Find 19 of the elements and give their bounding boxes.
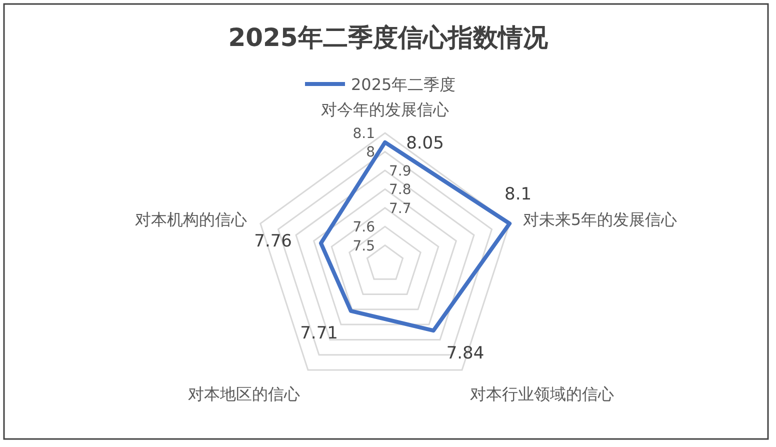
chart-title: 2025年二季度信心指数情况	[228, 23, 549, 52]
y-tick-label: 7.9	[389, 163, 412, 180]
spoke-label: 对今年的发展信心	[321, 100, 449, 119]
spoke-label: 对未来5年的发展信心	[522, 210, 678, 230]
y-tick-label: 8	[366, 144, 375, 161]
data-label: 8.05	[406, 133, 444, 154]
spoke-label: 对本地区的信心	[188, 384, 300, 404]
legend-label: 2025年二季度	[351, 75, 456, 94]
y-tick-label: 7.7	[389, 200, 412, 217]
data-label: 8.1	[504, 184, 532, 205]
spoke-label: 对本行业领域的信心	[470, 384, 614, 404]
data-label: 7.84	[446, 343, 484, 364]
y-tick-label: 7.8	[389, 182, 412, 198]
y-tick-label: 7.5	[352, 238, 375, 254]
y-tick-label: 7.6	[352, 220, 376, 236]
data-label: 7.76	[254, 231, 292, 252]
y-tick-label: 8.1	[352, 126, 375, 142]
data-label: 7.71	[300, 324, 338, 344]
spoke-label: 对本机构的信心	[135, 210, 248, 230]
